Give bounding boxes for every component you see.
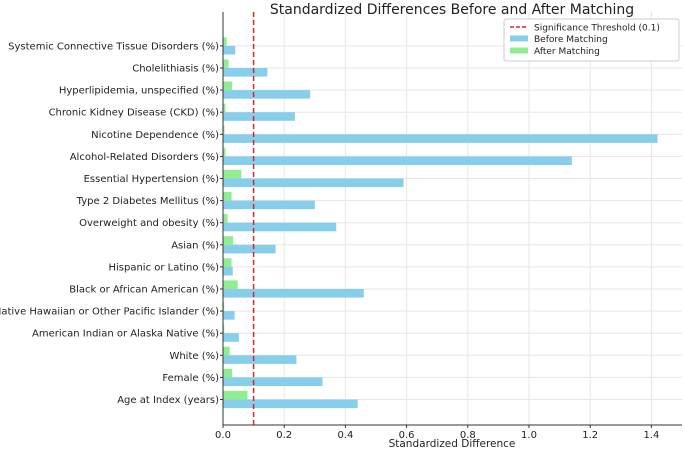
y-tick-label: Native Hawaiian or Other Pacific Islande…	[0, 307, 219, 318]
bar-before-matching	[223, 156, 572, 165]
bar-before-matching	[223, 311, 235, 320]
bar-after-matching	[223, 368, 233, 378]
bar-after-matching	[223, 324, 225, 334]
x-tick-label: 0.6	[399, 430, 415, 441]
y-tick-label: Hispanic or Latino (%)	[108, 262, 219, 273]
bar-before-matching	[223, 200, 315, 210]
y-tick-label: Overweight and obesity (%)	[79, 218, 219, 229]
bar-after-matching	[223, 125, 225, 135]
bar-after-matching	[223, 390, 248, 400]
bar-after-matching	[223, 258, 232, 267]
bars	[223, 37, 658, 409]
x-tick-label: 0.8	[460, 430, 476, 441]
y-tick-label: Age at Index (years)	[117, 395, 219, 406]
legend: Significance Threshold (0.1) Before Matc…	[503, 18, 680, 62]
grid	[222, 12, 682, 425]
bar-before-matching	[223, 399, 358, 409]
bar-after-matching	[223, 81, 233, 91]
bar-before-matching	[223, 178, 404, 188]
x-tick-label: 1.4	[643, 430, 659, 441]
bar-after-matching	[223, 302, 225, 312]
bar-before-matching	[223, 45, 236, 55]
bar-before-matching	[223, 377, 323, 386]
x-axis-label: Standardized Difference	[389, 438, 516, 450]
x-tick-label: 0.0	[215, 430, 231, 441]
legend-after-swatch	[510, 47, 528, 54]
y-tick-label: Essential Hypertension (%)	[84, 174, 219, 185]
bar-after-matching	[223, 37, 227, 46]
x-tick-labels: 0.0 0.2 0.4 0.6 0.8 1.0 1.2 1.4	[215, 430, 659, 441]
y-tick-labels: Age at Index (years) Female (%) White (%) A…	[0, 41, 219, 406]
y-tick-label: Hyperlipidemia, unspecified (%)	[59, 86, 219, 97]
x-tick-label: 1.0	[521, 430, 537, 441]
x-tick-label: 1.2	[582, 430, 598, 441]
bar-after-matching	[223, 103, 226, 113]
bar-before-matching	[223, 112, 295, 121]
legend-after-label: After Matching	[534, 47, 600, 57]
x-tick-label: 0.2	[276, 430, 292, 441]
y-tick-label: Black or African American (%)	[69, 285, 219, 296]
x-tick-label: 0.4	[337, 430, 353, 441]
y-tick-label: Chronic Kidney Disease (CKD) (%)	[49, 108, 220, 119]
bar-before-matching	[223, 355, 297, 364]
bar-after-matching	[223, 169, 242, 179]
legend-threshold-label: Significance Threshold (0.1)	[534, 24, 660, 34]
y-tick-label: Female (%)	[162, 373, 219, 384]
bar-after-matching	[223, 236, 234, 245]
bar-after-matching	[223, 214, 228, 223]
bar-before-matching	[223, 333, 239, 342]
legend-before-label: Before Matching	[534, 35, 608, 45]
y-tick-label: Alcohol-Related Disorders (%)	[70, 152, 219, 163]
bar-before-matching	[223, 222, 337, 232]
y-tick-label: Asian (%)	[171, 240, 219, 251]
bar-before-matching	[223, 134, 658, 143]
chart-title: Standardized Differences Before and Afte…	[270, 2, 634, 18]
bar-before-matching	[223, 90, 311, 99]
y-tick-label: Systemic Connective Tissue Disorders (%)	[8, 41, 219, 52]
y-tick-label: American Indian or Alaska Native (%)	[32, 329, 219, 340]
legend-before-swatch	[510, 35, 528, 42]
y-tick-label: Nicotine Dependence (%)	[91, 130, 219, 141]
bar-before-matching	[223, 68, 268, 77]
legend-box	[503, 18, 680, 62]
bar-before-matching	[223, 289, 364, 298]
y-tick-label: Cholelithiasis (%)	[132, 64, 219, 75]
bar-after-matching	[223, 280, 238, 289]
bar-after-matching	[223, 346, 230, 356]
bar-after-matching	[223, 147, 226, 157]
y-tick-label: Type 2 Diabetes Mellitus (%)	[76, 196, 219, 207]
y-tick-label: White (%)	[169, 351, 219, 362]
axes	[220, 12, 682, 428]
bar-after-matching	[223, 192, 232, 201]
bar-before-matching	[223, 266, 233, 276]
bar-after-matching	[223, 59, 229, 68]
bar-before-matching	[223, 244, 276, 254]
